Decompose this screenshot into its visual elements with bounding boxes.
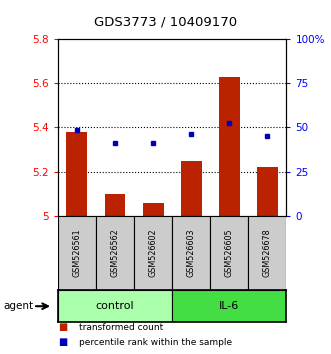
Bar: [219, 76, 240, 216]
Bar: [248, 216, 286, 290]
Text: GSM526605: GSM526605: [225, 229, 234, 278]
Bar: [143, 203, 164, 216]
Bar: [210, 216, 248, 290]
Text: IL-6: IL-6: [219, 301, 239, 311]
Bar: [105, 194, 125, 216]
Bar: [96, 216, 134, 290]
Text: agent: agent: [3, 301, 33, 311]
Text: GSM526561: GSM526561: [72, 229, 81, 278]
Text: GSM526562: GSM526562: [111, 229, 119, 278]
Text: GDS3773 / 10409170: GDS3773 / 10409170: [94, 16, 237, 29]
Bar: [58, 290, 172, 322]
Text: ■: ■: [58, 337, 67, 347]
Bar: [181, 161, 202, 216]
Text: ■: ■: [58, 322, 67, 332]
Text: GSM526602: GSM526602: [149, 229, 158, 278]
Bar: [67, 132, 87, 216]
Text: control: control: [96, 301, 134, 311]
Bar: [134, 216, 172, 290]
Text: percentile rank within the sample: percentile rank within the sample: [79, 338, 233, 347]
Bar: [257, 167, 278, 216]
Text: GSM526678: GSM526678: [263, 229, 272, 278]
Bar: [58, 216, 96, 290]
Text: transformed count: transformed count: [79, 323, 164, 332]
Text: GSM526603: GSM526603: [187, 229, 196, 278]
Bar: [172, 290, 286, 322]
Bar: [172, 216, 210, 290]
